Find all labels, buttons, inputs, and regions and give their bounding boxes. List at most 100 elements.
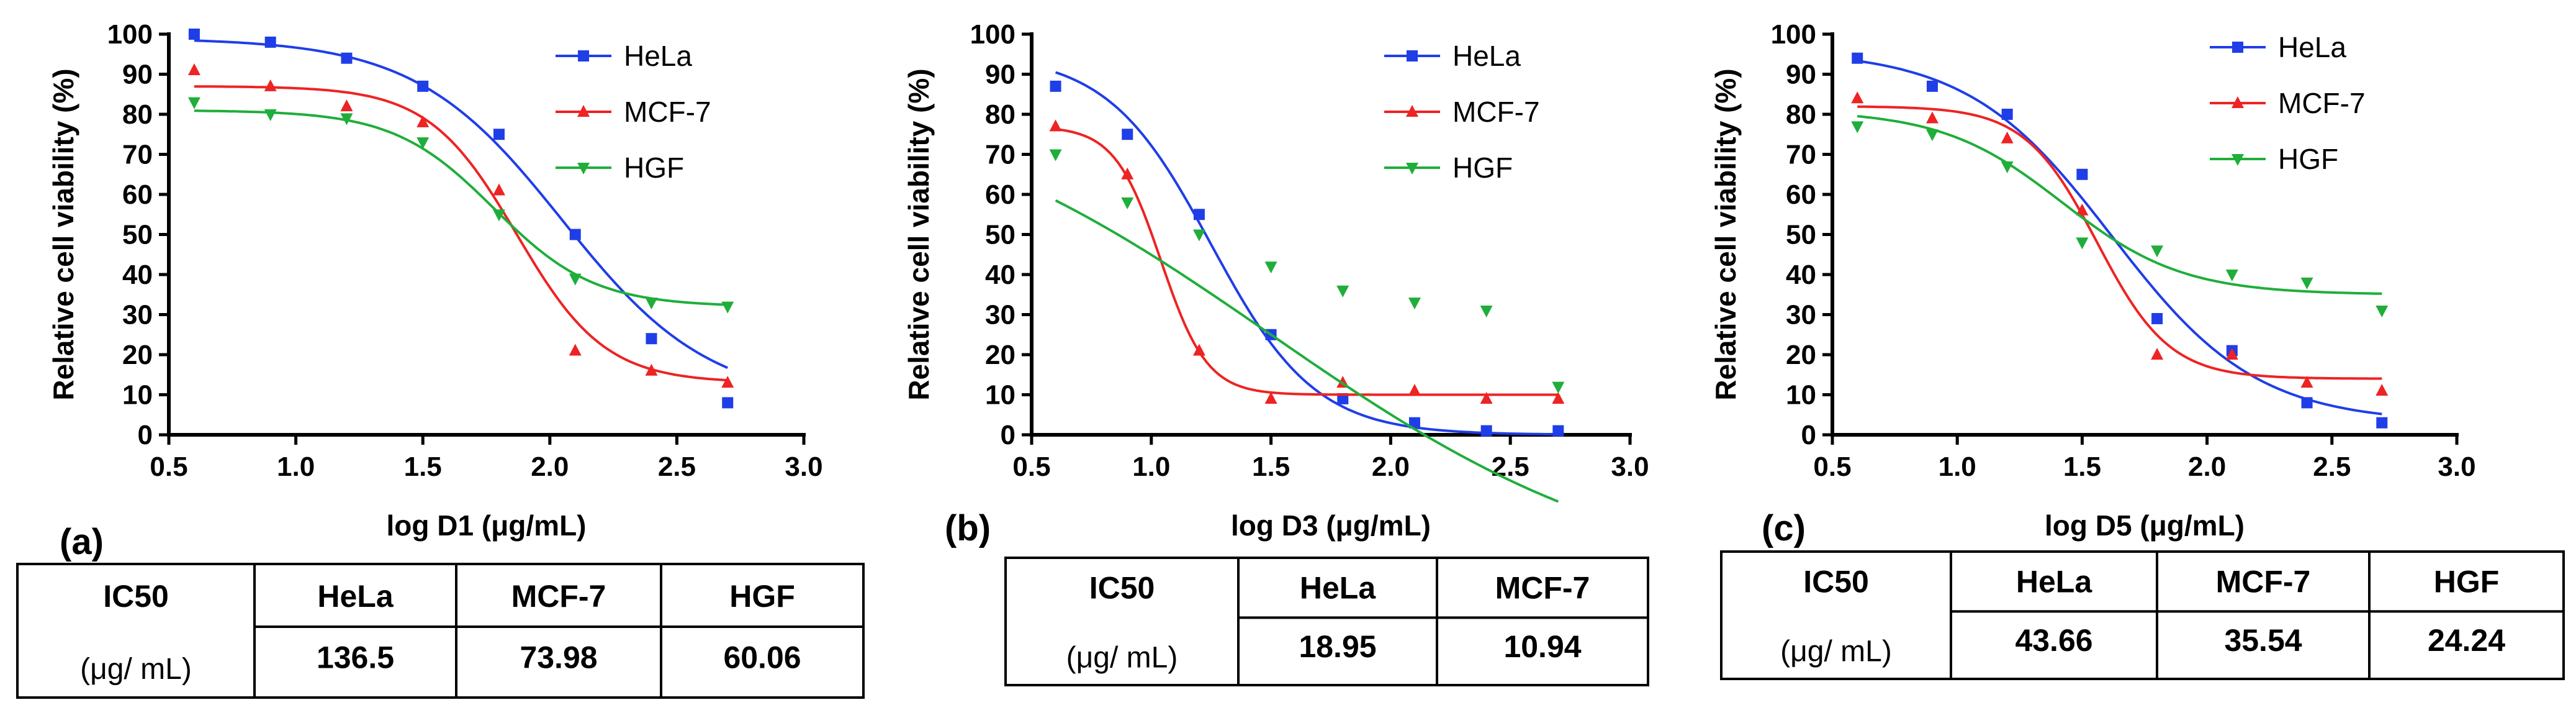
data-point: [1408, 417, 1420, 429]
data-point: [264, 79, 277, 91]
y-axis-title: Relative cell viability (%): [1709, 68, 1742, 400]
table-col-header: HGF: [729, 579, 795, 614]
ic50-table: IC50 (μg/ mL) HeLa 18.95 MCF-7 10.94: [1004, 557, 1649, 686]
series-hela: HeLa: [1852, 31, 2388, 429]
fit-curve: [194, 85, 728, 382]
chart-panel-2: 0 10 20 30 40 50 60 70 80 90 100 0.5 1.0 1.5 2.0 2.5 3.0…: [903, 19, 1649, 686]
series-mcf-7: MCF-7: [1851, 87, 2389, 396]
legend-label: HeLa: [1452, 40, 1521, 72]
series-hela: HeLa: [188, 29, 734, 409]
data-point: [187, 63, 200, 76]
y-tick-label: 20: [122, 340, 153, 370]
x-tick-label: 3.0: [2438, 452, 2475, 482]
table-border: [1720, 550, 2565, 680]
data-point: [1050, 80, 1061, 92]
x-tick-label: 2.0: [2188, 452, 2226, 482]
x-tick-label: 1.0: [1132, 452, 1170, 482]
legend-label: HGF: [1452, 152, 1513, 184]
y-tick-label: 80: [122, 99, 153, 130]
data-point: [1852, 52, 1863, 64]
y-tick-label: 90: [1786, 60, 1816, 90]
y-tick-label: 80: [1786, 99, 1816, 130]
x-tick-label: 0.5: [1813, 452, 1851, 482]
legend-marker: [577, 105, 590, 117]
table-col-header: HGF: [2434, 565, 2500, 599]
y-axis-title: Relative cell viability (%): [903, 68, 935, 400]
data-point: [2076, 168, 2088, 180]
y-tick-label: 90: [985, 60, 1016, 90]
data-point: [2001, 161, 2014, 173]
fit-curve: [1857, 60, 2382, 416]
data-point: [646, 333, 657, 345]
data-point: [1926, 80, 1938, 92]
table-col-header: MCF-7: [1495, 571, 1590, 606]
x-tick-label: 1.5: [2063, 452, 2101, 482]
series-hgf: HGF: [1049, 149, 1565, 503]
data-point: [1122, 129, 1133, 140]
y-tick-label: 80: [985, 99, 1016, 130]
fit-curve: [1055, 71, 1559, 436]
legend-label: HGF: [624, 152, 684, 184]
panel-label: (a): [60, 522, 104, 562]
table-unit: (μg/ mL): [1780, 635, 1892, 668]
data-point: [2151, 245, 2164, 258]
data-point: [340, 99, 353, 112]
data-point: [2225, 348, 2238, 360]
series-mcf-7: MCF-7: [1049, 96, 1565, 404]
data-point: [569, 229, 581, 240]
y-tick-label: 100: [970, 19, 1016, 50]
table-ic50-value: 43.66: [2015, 623, 2092, 658]
table-border: [16, 563, 865, 699]
data-point: [188, 29, 200, 40]
data-point: [264, 109, 277, 121]
fit-curve: [194, 109, 728, 306]
data-point: [2151, 348, 2164, 360]
legend-label: HeLa: [2278, 31, 2346, 63]
data-point: [264, 36, 276, 48]
y-tick-label: 40: [122, 260, 153, 290]
y-tick-label: 60: [1786, 180, 1816, 210]
data-point: [187, 97, 200, 109]
data-point: [1121, 197, 1134, 209]
legend-marker: [1407, 50, 1418, 61]
data-point: [721, 301, 734, 314]
data-point: [2376, 306, 2389, 318]
x-tick-label: 2.5: [658, 452, 696, 482]
data-point: [2376, 417, 2388, 429]
data-point: [569, 343, 582, 356]
data-point: [2376, 384, 2389, 396]
y-tick-label: 100: [107, 19, 153, 50]
x-tick-label: 1.5: [1252, 452, 1290, 482]
table-unit: (μg/ mL): [1066, 641, 1178, 674]
y-tick-label: 40: [1786, 260, 1816, 290]
x-tick-label: 2.0: [1372, 452, 1410, 482]
data-point: [1552, 425, 1564, 437]
data-point: [1192, 229, 1205, 242]
y-tick-label: 50: [122, 220, 153, 250]
data-point: [645, 363, 658, 376]
table-col-header: MCF-7: [2216, 565, 2311, 599]
data-point: [1049, 119, 1062, 132]
table-ic50-value: 136.5: [317, 640, 394, 675]
table-ic50-value: 24.24: [2428, 623, 2505, 658]
data-point: [2001, 109, 2013, 120]
panel-label: (c): [1762, 508, 1806, 548]
y-tick-label: 60: [985, 180, 1016, 210]
y-tick-label: 40: [985, 260, 1016, 290]
x-tick-label: 3.0: [785, 452, 822, 482]
data-point: [2300, 376, 2313, 388]
x-tick-label: 1.0: [277, 452, 315, 482]
table-border: [1004, 557, 1649, 686]
x-tick-label: 3.0: [1611, 452, 1649, 482]
data-point: [1925, 111, 1939, 124]
fit-curve: [194, 39, 729, 370]
legend-marker: [2231, 154, 2244, 166]
data-point: [1552, 391, 1565, 404]
data-point: [340, 113, 353, 125]
data-point: [2001, 131, 2014, 143]
y-tick-label: 70: [1786, 140, 1816, 170]
y-tick-label: 20: [985, 340, 1016, 370]
ic50-table: IC50 (μg/ mL) HeLa 136.5 MCF-7 73.98 HGF 60.06: [16, 563, 865, 699]
x-tick-label: 1.0: [1939, 452, 1976, 482]
